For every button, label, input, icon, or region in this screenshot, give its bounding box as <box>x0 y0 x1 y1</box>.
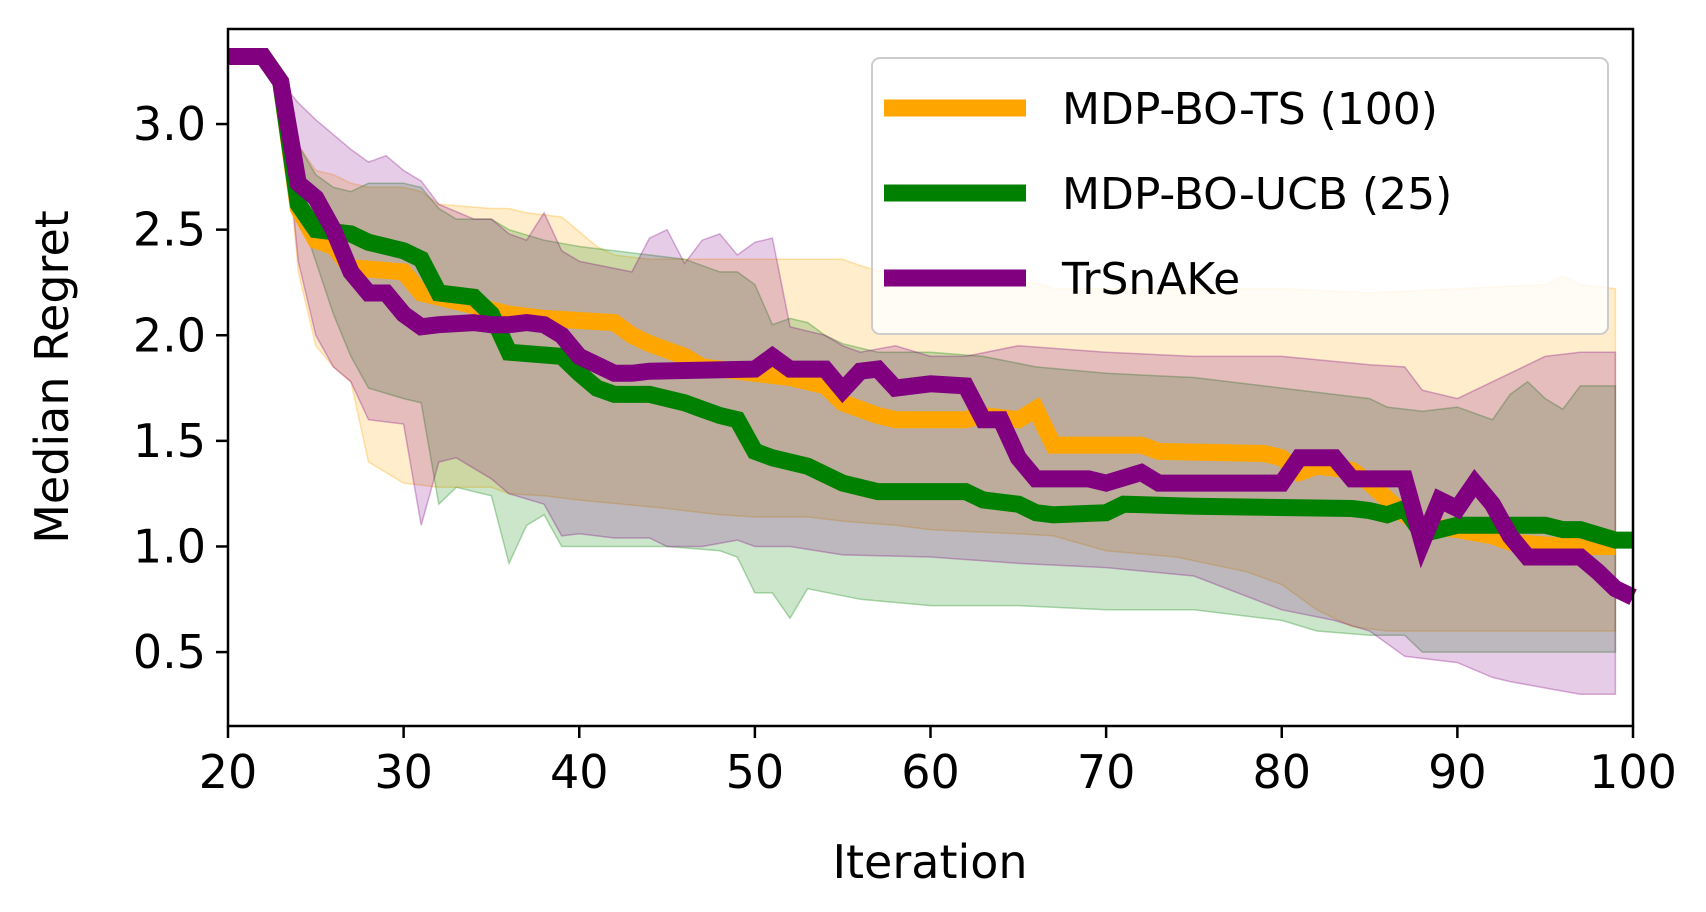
legend: MDP-BO-TS (100) MDP-BO-UCB (25) TrSnAKe <box>871 57 1609 335</box>
y-tick-label: 1.5 <box>133 414 206 468</box>
x-tick-label: 50 <box>726 745 785 799</box>
x-tick-label: 90 <box>1428 745 1487 799</box>
x-tick-label: 60 <box>901 745 960 799</box>
y-axis-ticks: 0.5 1.0 1.5 2.0 2.5 3.0 <box>133 97 228 679</box>
x-tick-label: 100 <box>1589 745 1677 799</box>
series-lines <box>228 48 1637 605</box>
x-tick-label: 70 <box>1077 745 1136 799</box>
y-tick-label: 1.0 <box>133 519 206 573</box>
x-tick-label: 20 <box>199 745 258 799</box>
x-tick-label: 30 <box>374 745 433 799</box>
y-axis-label: Median Regret <box>25 210 79 544</box>
legend-box <box>871 57 1609 335</box>
y-tick-label: 2.0 <box>133 308 206 362</box>
x-tick-label: 40 <box>550 745 609 799</box>
y-tick-label: 3.0 <box>133 97 206 151</box>
x-tick-label: 80 <box>1252 745 1311 799</box>
y-tick-label: 0.5 <box>133 625 206 679</box>
legend-label-mdp-bo-ucb-25: MDP-BO-UCB (25) <box>1062 169 1452 220</box>
y-tick-label: 2.5 <box>133 203 206 257</box>
legend-label-mdp-bo-ts-100: MDP-BO-TS (100) <box>1062 84 1438 135</box>
x-axis-label: Iteration <box>832 835 1027 889</box>
x-axis-ticks: 20 30 40 50 60 70 80 90 100 <box>199 726 1677 799</box>
legend-label-trsnake: TrSnAKe <box>1061 254 1240 305</box>
band-trsnake <box>228 55 1617 696</box>
line-trsnake <box>228 48 1637 605</box>
